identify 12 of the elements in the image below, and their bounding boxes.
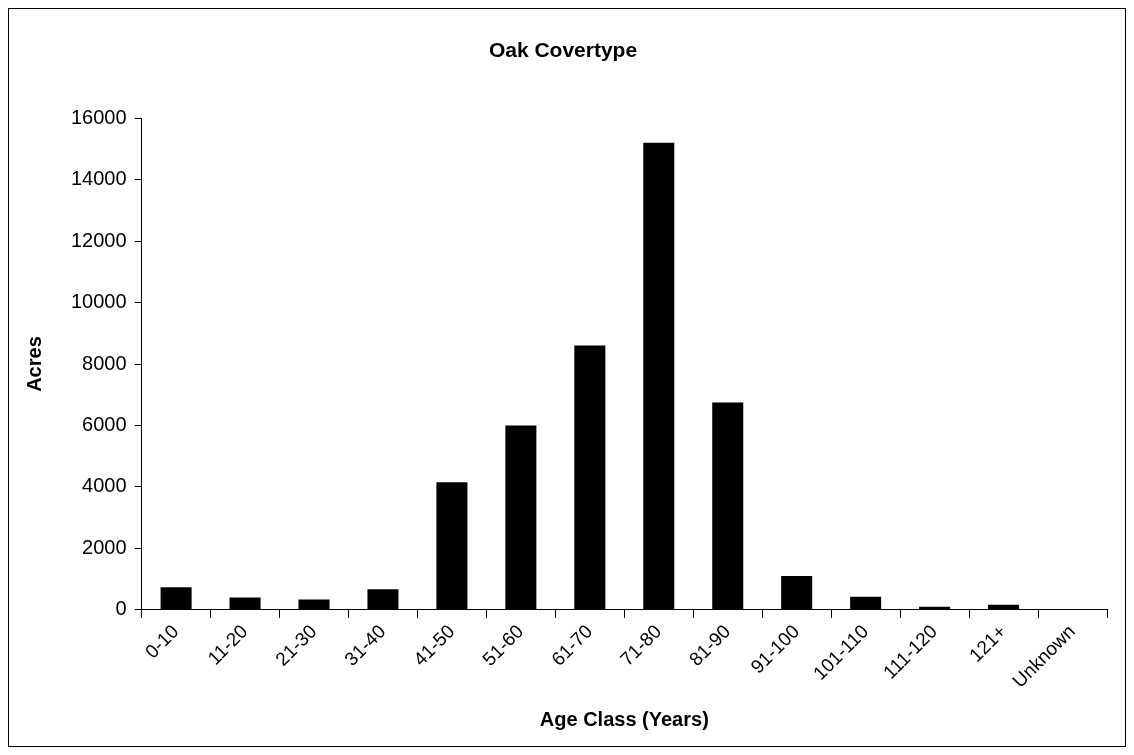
y-tick-label: 16000	[70, 105, 127, 128]
y-tick-label: 4000	[82, 474, 127, 497]
chart-title: Oak Covertype	[488, 38, 638, 62]
y-tick-label: 14000	[70, 167, 127, 190]
y-tick-label: 6000	[82, 413, 127, 436]
y-tick-label: 0	[115, 597, 127, 620]
y-tick-label: 2000	[82, 535, 127, 558]
x-axis-title: Age Class (Years)	[539, 707, 709, 730]
y-axis-title: Acres	[22, 336, 45, 392]
y-tick-label: 12000	[70, 228, 127, 251]
y-tick-label: 10000	[70, 290, 127, 313]
y-tick-label: 8000	[82, 351, 127, 374]
